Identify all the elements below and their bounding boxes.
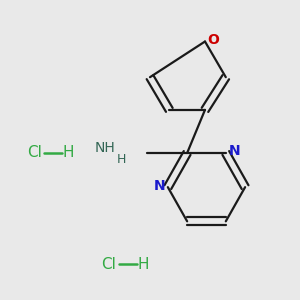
Text: O: O xyxy=(207,33,219,47)
Text: H: H xyxy=(117,153,127,166)
Text: H: H xyxy=(138,257,149,272)
Text: NH: NH xyxy=(95,141,116,154)
Text: Cl: Cl xyxy=(101,257,116,272)
Text: N: N xyxy=(228,145,240,158)
Text: N: N xyxy=(154,179,165,193)
Text: H: H xyxy=(62,146,74,160)
Text: Cl: Cl xyxy=(27,146,41,160)
